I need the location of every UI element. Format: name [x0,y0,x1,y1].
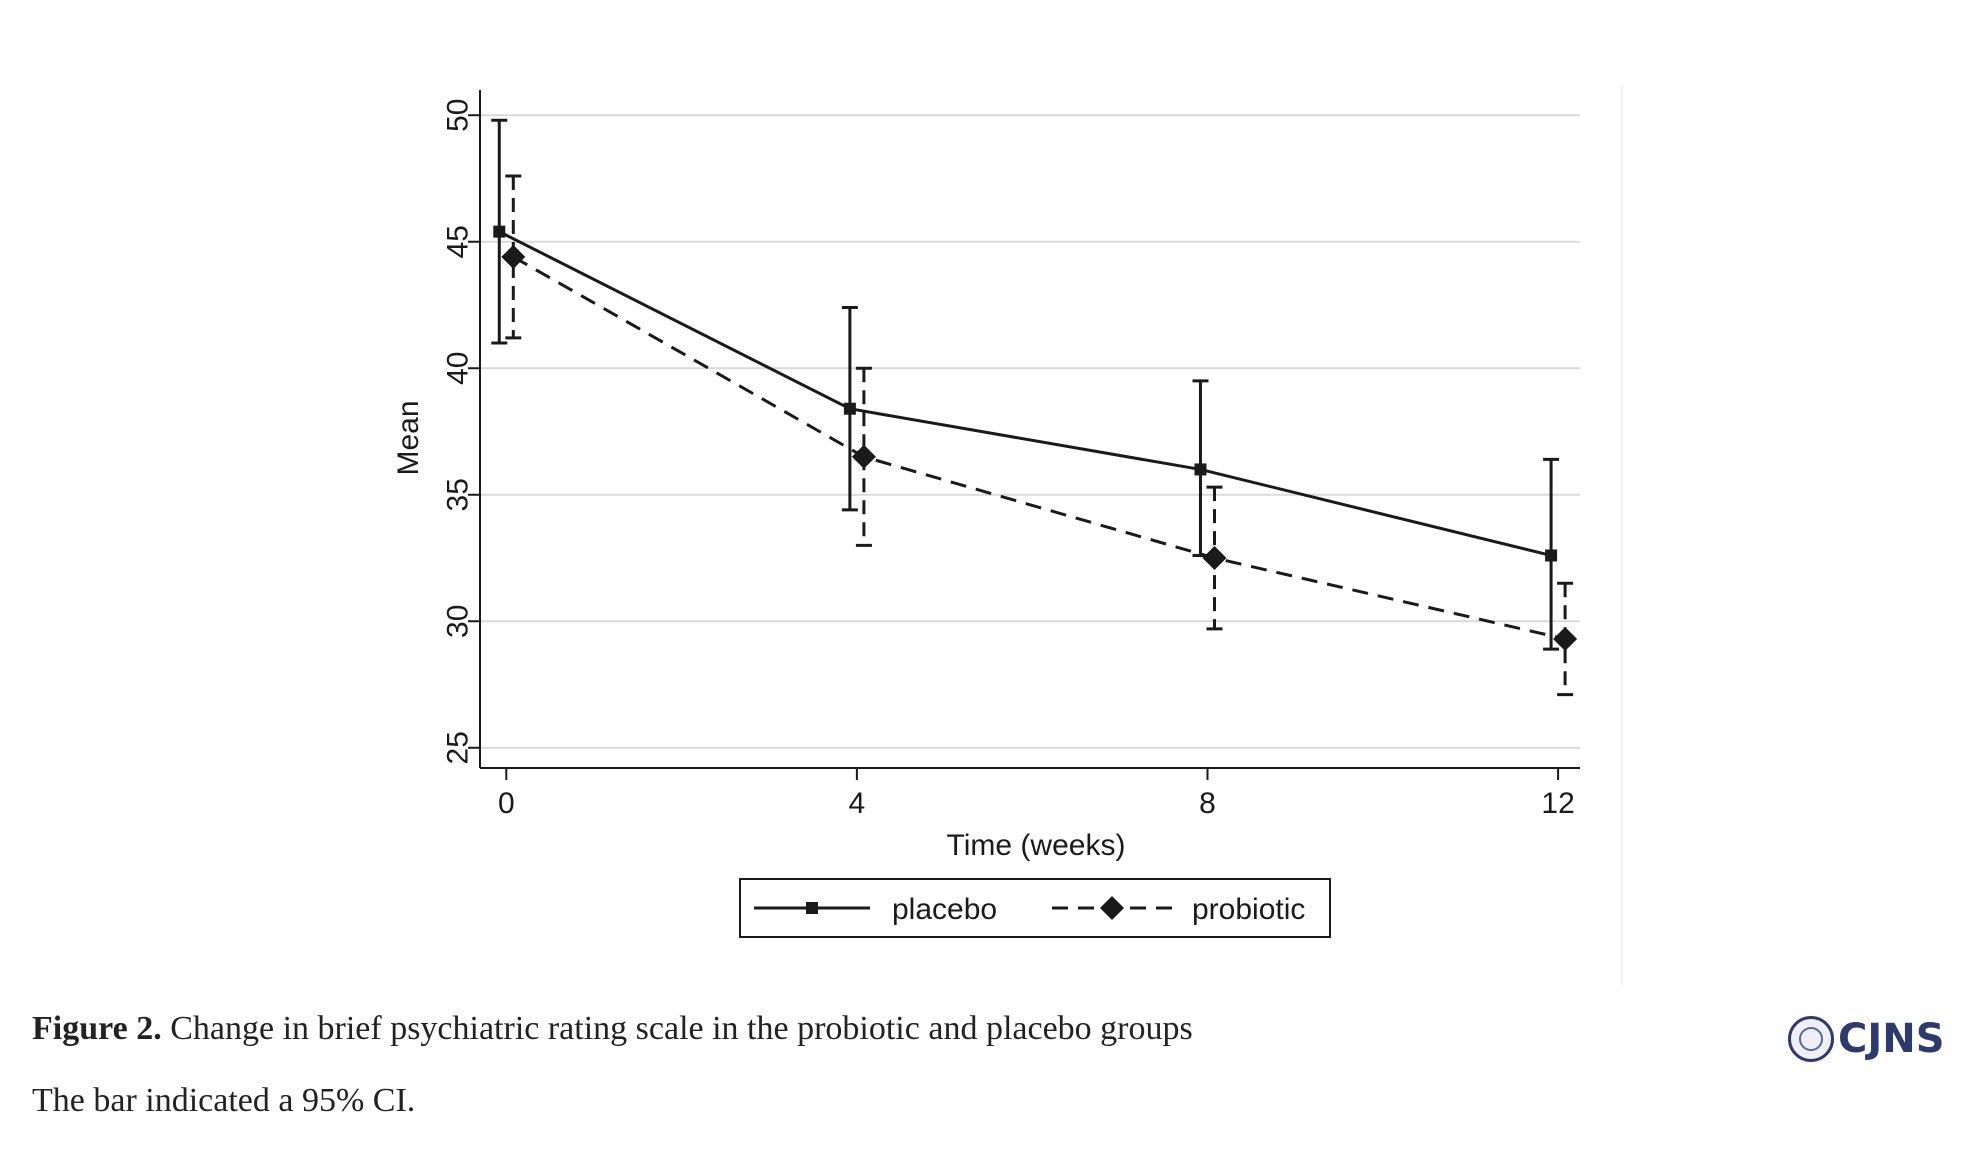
figure-note: The bar indicated a 95% CI. [32,1082,416,1119]
journal-name: CJNS [1838,1016,1945,1062]
y-axis-title: Mean [392,400,425,475]
series [491,118,1578,697]
legend-probiotic-label: probiotic [1192,893,1305,926]
y-tick-label-30: 30 [442,605,475,638]
y-tick-label-50: 50 [442,99,475,132]
y-tick-label-25: 25 [442,731,475,764]
data-point-placebo-4 [843,402,856,415]
legend-box [739,878,1331,938]
data-point-probiotic-0 [501,244,526,269]
x-tick-label-4: 4 [849,787,866,820]
data-point-placebo-12 [1545,549,1558,562]
series-line-placebo [498,230,1552,557]
data-point-placebo-8 [1194,463,1207,476]
y-tick-label-40: 40 [442,352,475,385]
data-point-probiotic-4 [851,444,876,469]
y-tick-label-45: 45 [442,225,475,258]
legend-probiotic-marker [1100,896,1124,920]
series-line-probiotic [512,255,1566,641]
x-tick-label-8: 8 [1199,787,1216,820]
figure-caption: Figure 2. Change in brief psychiatric ra… [32,1010,1193,1048]
legend-placebo-marker [806,902,818,914]
chart: 25 30 35 40 45 50 0 4 8 12 Time (weeks) Mean plac… [392,85,1623,985]
x-tick-label-0: 0 [498,787,515,820]
grid-lines [480,114,1580,749]
legend-placebo-label: placebo [892,893,997,926]
y-tick-label-35: 35 [442,478,475,511]
journal-brand: CJNS [1788,1016,1945,1062]
tick-labels: 25 30 35 40 45 50 0 4 8 12 [442,99,1575,820]
figure-title: Change in brief psychiatric rating scale… [170,1010,1193,1047]
x-tick-label-12: 12 [1541,787,1574,820]
data-point-placebo-0 [493,225,506,238]
data-point-probiotic-12 [1553,626,1578,651]
axes [468,90,1580,780]
data-point-probiotic-8 [1202,546,1227,571]
x-axis-title: Time (weeks) [947,829,1126,862]
figure-label: Figure 2. [32,1010,162,1047]
journal-seal-icon [1788,1016,1834,1062]
legend: placebo probiotic [739,878,1331,938]
